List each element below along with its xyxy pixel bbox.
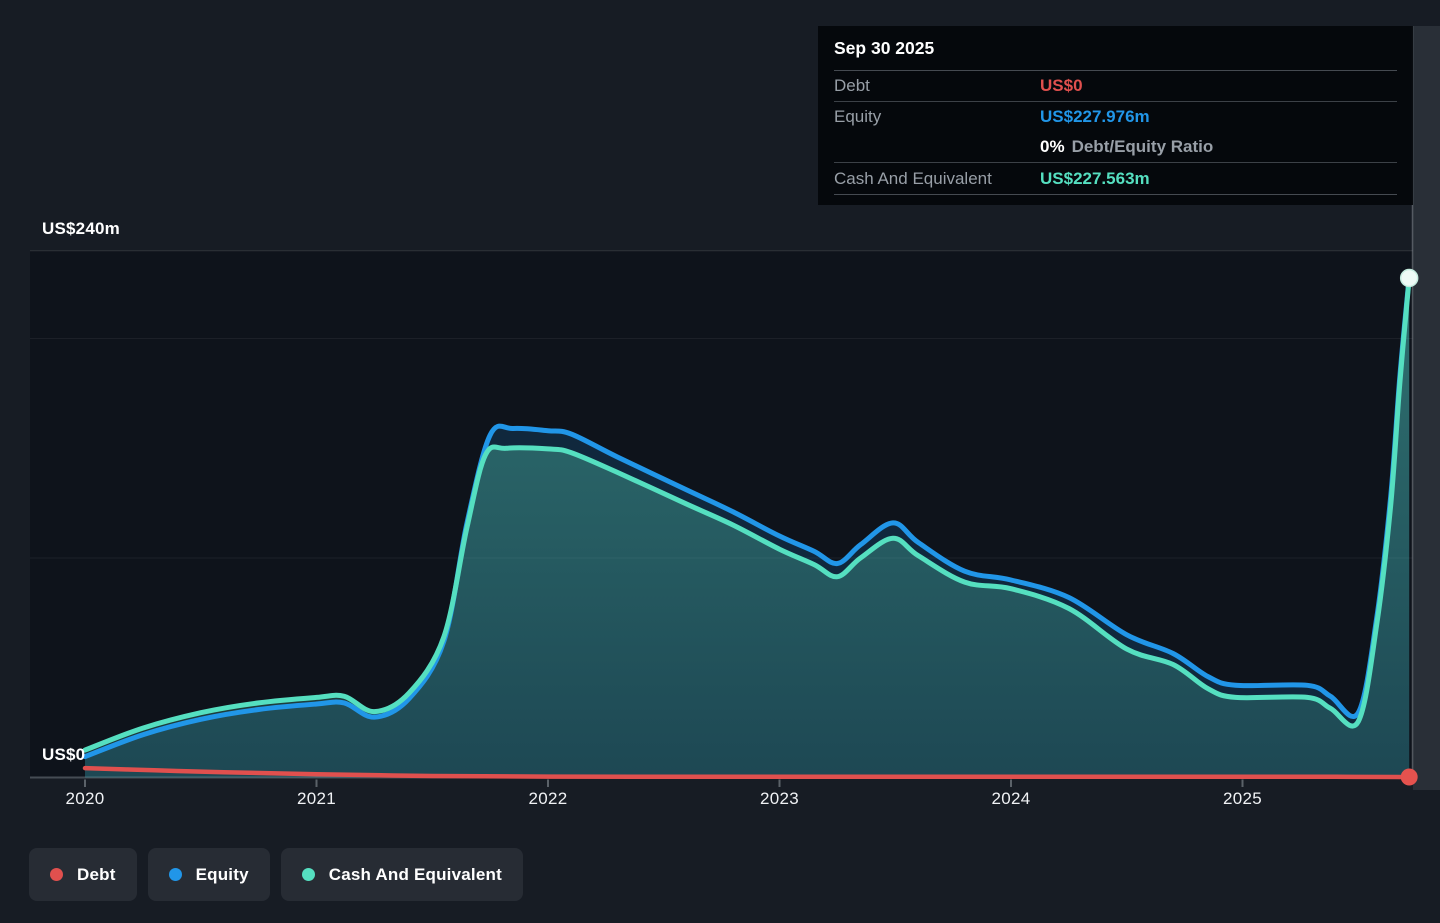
tooltip-date: Sep 30 2025 — [834, 26, 1397, 71]
legend-item-label: Cash And Equivalent — [328, 864, 502, 884]
tooltip-debt-row: Debt US$0 — [834, 71, 1397, 102]
x-axis-label-2025: 2025 — [1222, 789, 1263, 808]
legend-item-label: Equity — [195, 864, 249, 884]
debt-legend-dot — [50, 868, 63, 881]
y-axis-label-zero: US$0 — [42, 745, 86, 764]
tooltip-ratio-row: 0% Debt/Equity Ratio — [834, 132, 1397, 163]
tooltip-debt-value: US$0 — [1040, 76, 1083, 95]
legend: Debt Equity Cash And Equivalent — [29, 848, 523, 901]
tooltip-cash-value: US$227.563m — [1040, 168, 1150, 188]
legend-item-equity[interactable]: Equity — [147, 848, 270, 901]
legend-item-label: Debt — [77, 864, 116, 884]
tooltip-ratio-value: 0% — [1040, 137, 1065, 156]
equity-line — [82, 274, 1412, 760]
x-axis-label-2024: 2024 — [991, 789, 1031, 808]
hover-tooltip: Sep 30 2025 Debt US$0 Equity US$227.976m… — [818, 26, 1413, 205]
tooltip-equity-label: Equity — [834, 107, 882, 126]
equity-legend-dot — [168, 868, 182, 881]
legend-item-debt[interactable]: Debt — [29, 848, 137, 901]
cash-legend-dot — [301, 868, 315, 881]
x-axis-label-2022: 2022 — [528, 789, 568, 808]
debt-marker-dot — [1400, 768, 1418, 786]
tooltip-ratio-label: Debt/Equity Ratio — [1071, 137, 1214, 156]
cash-line — [82, 275, 1412, 753]
x-axis-label-2021: 2021 — [296, 789, 337, 808]
x-axis-label-2020: 2020 — [65, 789, 105, 808]
tooltip-equity-row: Equity US$227.976m — [834, 102, 1397, 132]
tooltip-equity-value: US$227.976m — [1040, 107, 1150, 126]
tooltip-debt-label: Debt — [834, 76, 870, 95]
tooltip-cash-label: Cash And Equivalent — [834, 168, 992, 188]
x-axis-label-2023: 2023 — [759, 789, 800, 808]
debt-line — [82, 765, 1412, 780]
cash-area — [85, 278, 1410, 778]
cash-marker-dot — [1399, 268, 1419, 288]
legend-item-cash[interactable]: Cash And Equivalent — [280, 848, 523, 901]
y-axis-label-max: US$240m — [42, 219, 120, 238]
x-ticks — [84, 779, 1244, 787]
future-region-overlay — [1413, 26, 1440, 790]
tooltip-cash-row: Cash And Equivalent US$227.563m — [834, 163, 1397, 195]
